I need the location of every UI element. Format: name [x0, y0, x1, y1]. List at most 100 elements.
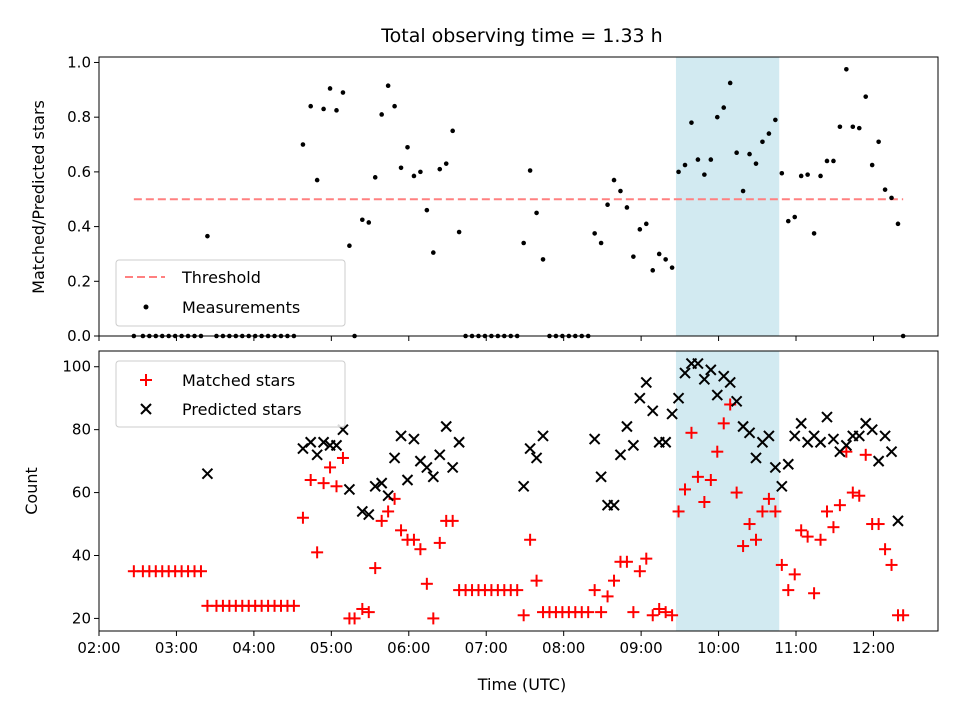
measurements-point: [792, 214, 798, 220]
matched-stars-point: [194, 565, 207, 578]
predicted-stars-point: [789, 430, 801, 442]
matched-stars-point: [608, 574, 621, 587]
matched-stars-point: [330, 480, 343, 493]
predicted-stars-point: [763, 430, 775, 442]
predicted-stars-point: [879, 430, 891, 442]
matched-stars-point: [362, 606, 375, 619]
predicted-stars-point: [776, 480, 788, 492]
measurements-point: [598, 240, 604, 246]
matched-stars-point: [620, 555, 633, 568]
measurements-point: [618, 188, 623, 194]
x-tick-label: 11:00: [774, 639, 817, 657]
measurements-point: [527, 168, 533, 173]
predicted-stars-point: [440, 420, 452, 433]
matched-stars-point: [296, 511, 309, 524]
measurements-point: [443, 161, 449, 166]
matched-stars-point: [311, 546, 324, 559]
x-tick-label: 06:00: [387, 639, 430, 657]
measurements-point: [300, 142, 306, 147]
matched-stars-point: [711, 445, 724, 458]
x-tick-label: 04:00: [232, 639, 275, 657]
measurements-point: [779, 170, 785, 176]
matched-stars-point: [743, 518, 756, 531]
measurements-point: [643, 221, 649, 227]
measurements-point: [669, 265, 675, 270]
matched-stars-point: [369, 562, 382, 575]
measurements-point: [689, 120, 694, 125]
predicted-stars-point: [679, 367, 691, 379]
matched-stars-point: [287, 599, 300, 612]
matched-stars-point: [446, 514, 459, 527]
predicted-stars-point: [892, 515, 904, 527]
measurements-point: [663, 257, 668, 262]
top-legend-box: [115, 259, 346, 327]
predicted-stars-point: [827, 433, 840, 445]
measurements-point: [740, 188, 746, 194]
x-axis-label: Time (UTC): [477, 675, 566, 694]
matched-stars-point: [336, 451, 349, 464]
matched-stars-point: [879, 543, 892, 556]
top-y-tick-label: 0.0: [67, 327, 91, 345]
matched-stars-point: [820, 505, 833, 518]
x-tick-label: 09:00: [620, 639, 663, 657]
predicted-stars-point: [356, 505, 369, 518]
legend-predicted-swatch: [140, 403, 152, 415]
predicted-stars-point: [614, 449, 627, 461]
top-y-axis-label: Matched/Predicted stars: [29, 100, 48, 294]
predicted-stars-point: [711, 389, 723, 401]
matched-stars-point: [375, 514, 388, 527]
predicted-stars-point: [853, 430, 865, 442]
measurements-point: [760, 139, 765, 145]
matched-stars-point: [814, 533, 827, 546]
matched-stars-point: [769, 505, 782, 518]
matched-stars-point: [801, 530, 814, 543]
legend-measurements-label: Measurements: [182, 298, 300, 317]
bottom-y-tick-label: 20: [72, 609, 91, 627]
x-tick-label: 03:00: [155, 639, 198, 657]
predicted-stars-point: [317, 436, 330, 448]
measurements-point: [850, 124, 856, 130]
matched-stars-point: [897, 609, 910, 622]
predicted-stars-point: [866, 423, 878, 436]
predicted-stars-point: [388, 452, 401, 464]
measurements-point: [876, 139, 881, 145]
measurements-point: [334, 108, 339, 113]
predicted-stars-point: [724, 376, 736, 389]
measurements-point: [521, 240, 526, 246]
bottom-highlight-span: [675, 351, 780, 631]
matched-stars-point: [601, 590, 614, 603]
chart-title: Total observing time = 1.33 h: [380, 25, 662, 47]
matched-stars-point: [420, 577, 433, 590]
measurements-point: [882, 187, 888, 192]
measurements-point: [682, 162, 688, 168]
top-legend: Threshold Measurements: [115, 259, 346, 327]
predicted-stars-point: [621, 420, 633, 433]
measurements-point: [818, 173, 823, 179]
predicted-stars-point: [885, 445, 898, 458]
predicted-stars-point: [446, 461, 459, 474]
predicted-stars-point: [666, 408, 678, 420]
measurements-point: [314, 177, 320, 183]
predicted-stars-point: [627, 439, 640, 452]
predicted-stars-point: [517, 480, 530, 492]
top-y-tick-label: 0.2: [67, 272, 91, 290]
matched-stars-point: [730, 486, 743, 499]
matched-stars-point: [304, 473, 317, 486]
predicted-stars-point: [304, 436, 317, 448]
top-y-ticks: 0.0 0.2 0.4 0.6 0.8 1.0: [67, 53, 99, 345]
predicted-stars-point: [297, 442, 309, 455]
predicted-stars-point: [537, 430, 549, 442]
legend-matched-swatch: [140, 374, 152, 386]
matched-stars-point: [633, 565, 646, 578]
x-tick-label: 12:00: [852, 639, 895, 657]
measurements-point: [824, 158, 830, 164]
legend-matched-label: Matched stars: [182, 371, 295, 390]
matched-stars-point: [317, 477, 330, 490]
matched-stars-point: [775, 558, 788, 571]
predicted-stars-point: [659, 436, 672, 448]
predicted-stars-point: [795, 417, 807, 430]
measurements-point: [889, 195, 894, 201]
matched-stars-point: [788, 568, 801, 581]
matched-stars-point: [395, 524, 408, 537]
predicted-stars-point: [595, 471, 607, 483]
